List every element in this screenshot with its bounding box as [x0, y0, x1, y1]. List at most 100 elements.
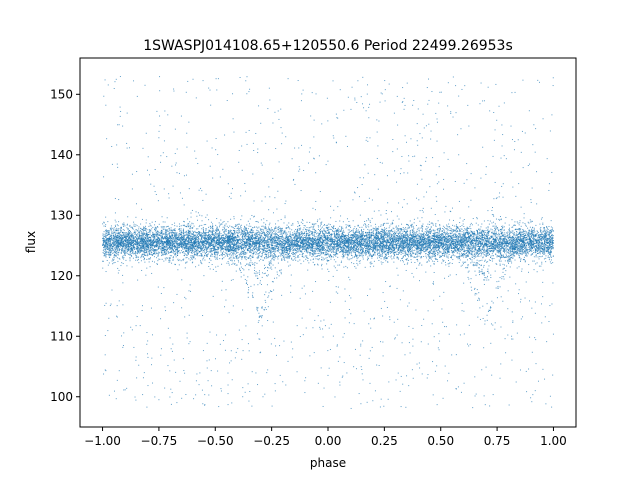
data-point	[122, 274, 124, 276]
data-point	[215, 233, 217, 235]
data-point	[396, 228, 398, 230]
data-point	[230, 232, 232, 234]
data-point	[110, 234, 112, 236]
data-point	[185, 249, 187, 251]
data-point	[426, 227, 428, 229]
data-point	[296, 239, 298, 241]
data-point	[476, 239, 478, 241]
data-point	[480, 252, 482, 254]
data-point	[280, 229, 282, 231]
data-point	[230, 245, 232, 247]
data-point	[294, 248, 296, 250]
data-point	[368, 254, 370, 256]
data-point	[159, 252, 161, 254]
data-point	[357, 239, 359, 241]
data-point	[109, 250, 111, 252]
data-point	[426, 232, 428, 234]
data-point	[378, 233, 380, 235]
data-point	[141, 309, 143, 311]
data-point	[325, 227, 327, 229]
data-point	[474, 245, 476, 247]
data-point	[436, 232, 438, 234]
data-point	[416, 254, 418, 256]
data-point	[231, 260, 233, 262]
data-point	[454, 230, 456, 232]
data-point	[525, 237, 527, 239]
data-point	[371, 217, 373, 219]
data-point	[261, 315, 263, 317]
data-point	[337, 256, 339, 258]
data-point	[314, 223, 316, 225]
data-point	[509, 276, 511, 278]
data-point	[475, 241, 477, 243]
data-point	[223, 238, 225, 240]
data-point	[246, 224, 248, 226]
data-point	[197, 236, 199, 238]
data-point	[321, 246, 323, 248]
data-point	[376, 228, 378, 230]
data-point	[277, 262, 279, 264]
data-point	[361, 232, 363, 234]
data-point	[455, 274, 457, 276]
data-point	[166, 247, 168, 249]
data-point	[490, 255, 492, 257]
data-point	[187, 218, 189, 220]
data-point	[110, 253, 112, 255]
data-point	[256, 307, 258, 309]
data-point	[335, 247, 337, 249]
data-point	[109, 228, 111, 230]
data-point	[538, 249, 540, 251]
data-point	[550, 248, 552, 250]
data-point	[531, 250, 533, 252]
data-point	[207, 243, 209, 245]
data-point	[506, 249, 507, 251]
data-point	[482, 236, 484, 238]
data-point	[112, 233, 114, 235]
data-point	[162, 233, 164, 235]
data-point	[457, 235, 459, 237]
data-point	[433, 299, 435, 301]
data-point	[520, 298, 522, 300]
data-point	[428, 259, 430, 261]
data-point	[358, 237, 360, 239]
data-point	[437, 260, 439, 262]
data-point	[516, 221, 518, 223]
data-point	[514, 221, 516, 223]
data-point	[424, 231, 426, 233]
data-point	[353, 241, 355, 243]
data-point	[542, 118, 544, 120]
data-point	[123, 229, 125, 231]
data-point	[181, 241, 183, 243]
data-point	[188, 290, 190, 292]
data-point	[309, 227, 311, 229]
data-point	[174, 231, 176, 233]
data-point	[323, 246, 325, 248]
data-point	[496, 243, 498, 245]
data-point	[291, 246, 293, 248]
data-point	[542, 235, 544, 237]
data-point	[546, 250, 548, 252]
data-point	[353, 323, 355, 325]
data-point	[424, 242, 426, 244]
data-point	[312, 327, 314, 329]
data-point	[418, 246, 420, 248]
data-point	[364, 239, 366, 241]
data-point	[544, 251, 546, 253]
data-point	[133, 80, 135, 82]
data-point	[353, 234, 355, 236]
data-point	[421, 227, 423, 229]
data-point	[142, 231, 144, 233]
data-point	[117, 230, 119, 232]
data-point	[256, 236, 258, 238]
data-point	[175, 245, 177, 247]
data-point	[389, 251, 391, 253]
data-point	[425, 157, 427, 159]
data-point	[405, 239, 407, 241]
data-point	[451, 246, 453, 248]
data-point	[168, 240, 170, 242]
data-point	[106, 239, 108, 241]
data-point	[221, 223, 223, 225]
data-point	[517, 252, 519, 254]
data-point	[315, 230, 317, 232]
data-point	[113, 232, 115, 234]
